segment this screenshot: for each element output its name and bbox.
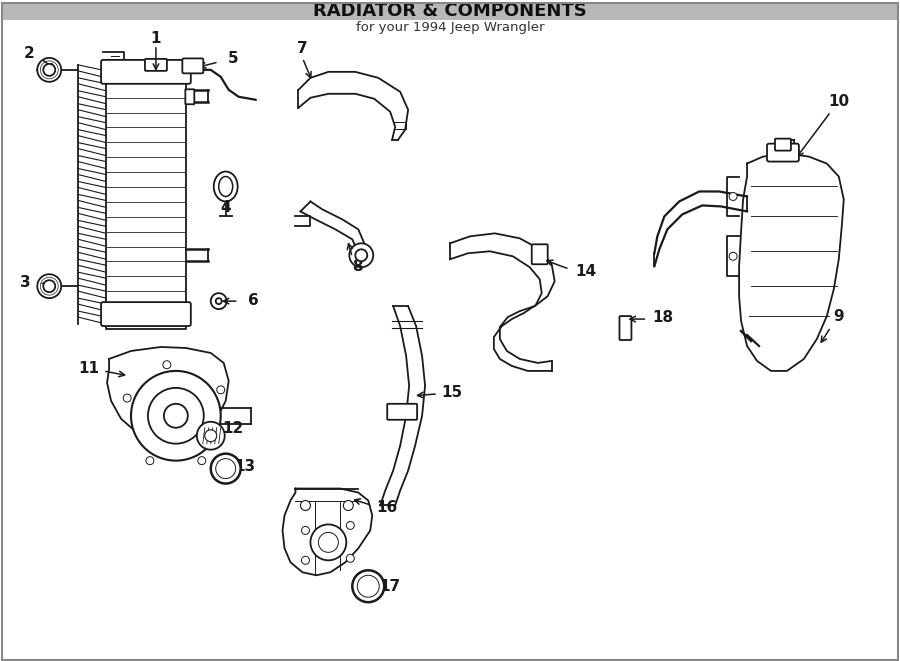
Text: 12: 12 [222,421,243,436]
Text: 5: 5 [228,52,238,66]
Circle shape [148,388,203,444]
Circle shape [349,243,373,267]
Circle shape [216,298,221,304]
Circle shape [356,249,367,261]
Circle shape [217,386,225,394]
Bar [2,2,898,20]
FancyBboxPatch shape [767,143,799,161]
Circle shape [37,58,61,82]
Circle shape [729,192,737,200]
Circle shape [198,457,206,465]
FancyBboxPatch shape [775,139,791,151]
Ellipse shape [211,453,240,484]
Text: 15: 15 [441,385,463,401]
Circle shape [43,280,55,292]
Text: 3: 3 [20,275,31,290]
Circle shape [123,394,131,402]
Ellipse shape [352,570,384,602]
Text: 10: 10 [828,95,850,109]
FancyBboxPatch shape [532,245,548,264]
Text: 6: 6 [248,293,259,307]
FancyBboxPatch shape [183,58,203,73]
Circle shape [302,526,310,534]
Circle shape [302,557,310,564]
Circle shape [37,274,61,298]
Circle shape [197,422,225,449]
FancyBboxPatch shape [619,316,632,340]
Ellipse shape [216,459,236,479]
Circle shape [729,253,737,260]
Circle shape [301,500,310,510]
Circle shape [164,404,188,428]
Circle shape [205,430,217,442]
Text: RADIATOR & COMPONENTS: RADIATOR & COMPONENTS [313,2,587,20]
Circle shape [163,361,171,369]
Circle shape [310,524,346,561]
Ellipse shape [219,176,233,196]
Text: 2: 2 [24,46,35,61]
FancyBboxPatch shape [145,59,166,71]
Text: 17: 17 [380,579,400,594]
Circle shape [131,371,220,461]
Circle shape [319,532,338,553]
Ellipse shape [357,575,379,597]
Circle shape [43,64,55,76]
FancyBboxPatch shape [101,302,191,326]
FancyBboxPatch shape [101,60,191,84]
Text: 14: 14 [575,264,596,279]
Circle shape [146,457,154,465]
FancyBboxPatch shape [387,404,417,420]
Circle shape [343,500,354,510]
Text: 7: 7 [297,42,308,56]
Text: 11: 11 [78,362,100,376]
Text: 18: 18 [652,309,674,325]
Text: 16: 16 [376,500,398,515]
Text: 4: 4 [220,200,231,215]
Ellipse shape [213,172,238,202]
Text: for your 1994 Jeep Wrangler: for your 1994 Jeep Wrangler [356,22,544,34]
Text: 1: 1 [150,32,161,46]
Circle shape [346,522,355,529]
Circle shape [346,555,355,563]
Text: 8: 8 [352,258,363,274]
Text: 9: 9 [833,309,844,324]
FancyBboxPatch shape [185,89,194,104]
Text: 13: 13 [234,459,256,474]
Circle shape [211,293,227,309]
